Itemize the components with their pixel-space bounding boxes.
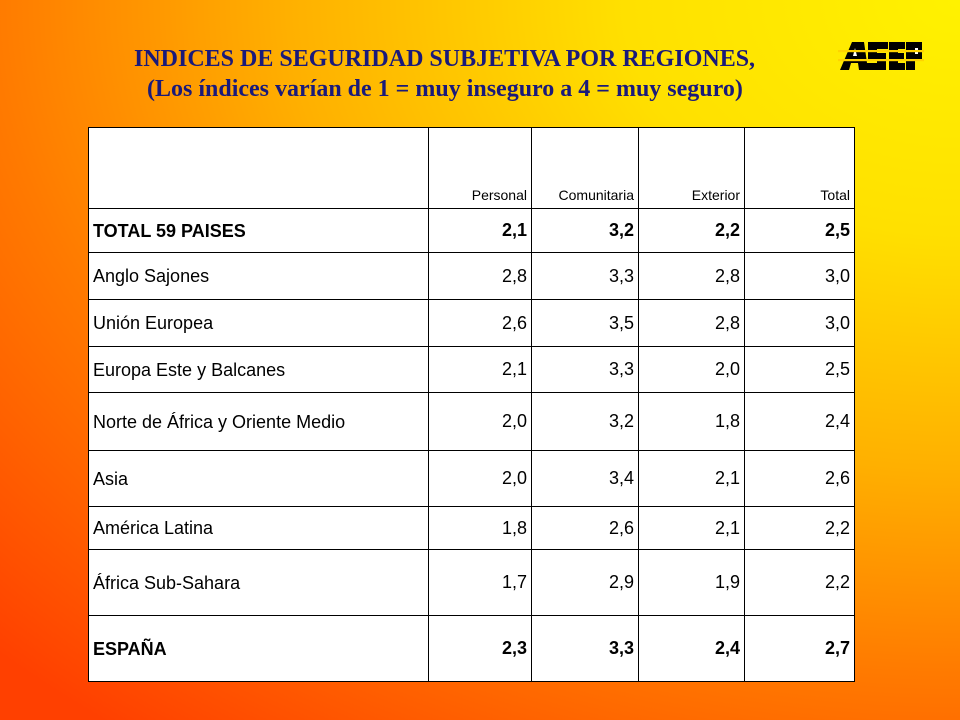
table-cell: 2,2 <box>638 208 745 253</box>
table-cell: 2,1 <box>428 346 532 393</box>
table-row: Unión Europea 2,6 3,5 2,8 3,0 <box>88 299 855 347</box>
table-cell: 1,7 <box>428 549 532 616</box>
table-cell: 1,8 <box>638 392 745 451</box>
table-cell: 2,4 <box>638 615 745 682</box>
row-label: América Latina <box>88 506 429 550</box>
table-cell: 2,5 <box>744 346 855 393</box>
row-label: Anglo Sajones <box>88 252 429 300</box>
header-cell: Exterior <box>638 127 745 209</box>
table-row: América Latina 1,8 2,6 2,1 2,2 <box>88 506 855 550</box>
header-cell: Personal <box>428 127 532 209</box>
table-cell: 1,8 <box>428 506 532 550</box>
table-cell: 1,9 <box>638 549 745 616</box>
table-cell: 2,2 <box>744 506 855 550</box>
table-row: Europa Este y Balcanes 2,1 3,3 2,0 2,5 <box>88 346 855 393</box>
title-line-2: (Los índices varían de 1 = muy inseguro … <box>147 76 743 102</box>
table-row: ESPAÑA 2,3 3,3 2,4 2,7 <box>88 615 855 682</box>
row-label: Unión Europea <box>88 299 429 347</box>
table-cell: 2,5 <box>744 208 855 253</box>
row-label: TOTAL 59 PAISES <box>88 208 429 253</box>
table-cell: 2,0 <box>638 346 745 393</box>
table-cell: 2,0 <box>428 450 532 507</box>
table-cell: 3,2 <box>531 208 639 253</box>
table-cell: 3,3 <box>531 615 639 682</box>
row-label: Norte de África y Oriente Medio <box>88 392 429 451</box>
table-cell: 2,9 <box>531 549 639 616</box>
table-cell: 2,1 <box>428 208 532 253</box>
asep-logo <box>838 42 924 70</box>
table-cell: 2,6 <box>531 506 639 550</box>
table-cell: 2,4 <box>744 392 855 451</box>
table-cell: 3,5 <box>531 299 639 347</box>
table-cell: 2,8 <box>638 252 745 300</box>
table-cell: 2,8 <box>428 252 532 300</box>
security-index-table: Personal Comunitaria Exterior Total TOTA… <box>88 127 855 682</box>
table-cell: 3,2 <box>531 392 639 451</box>
table-cell: 2,6 <box>744 450 855 507</box>
title-line-1: INDICES DE SEGURIDAD SUBJETIVA POR REGIO… <box>134 46 756 72</box>
header-cell: Comunitaria <box>531 127 639 209</box>
table-cell: 2,0 <box>428 392 532 451</box>
table-row: Anglo Sajones 2,8 3,3 2,8 3,0 <box>88 252 855 300</box>
table-cell: 3,3 <box>531 346 639 393</box>
table-cell: 3,0 <box>744 299 855 347</box>
header-cell <box>88 127 429 209</box>
table-cell: 2,8 <box>638 299 745 347</box>
table-cell: 3,4 <box>531 450 639 507</box>
table-cell: 2,1 <box>638 450 745 507</box>
table-row: África Sub-Sahara 1,7 2,9 1,9 2,2 <box>88 549 855 616</box>
table-cell: 2,2 <box>744 549 855 616</box>
table-cell: 3,3 <box>531 252 639 300</box>
row-label: Asia <box>88 450 429 507</box>
table-cell: 2,6 <box>428 299 532 347</box>
table-cell: 3,0 <box>744 252 855 300</box>
table-cell: 2,1 <box>638 506 745 550</box>
row-label: África Sub-Sahara <box>88 549 429 616</box>
row-label: ESPAÑA <box>88 615 429 682</box>
table-header-row: Personal Comunitaria Exterior Total <box>88 127 855 209</box>
table-row: Norte de África y Oriente Medio 2,0 3,2 … <box>88 392 855 451</box>
table-cell: 2,7 <box>744 615 855 682</box>
table-row: Asia 2,0 3,4 2,1 2,6 <box>88 450 855 507</box>
table-row: TOTAL 59 PAISES 2,1 3,2 2,2 2,5 <box>88 208 855 253</box>
row-label: Europa Este y Balcanes <box>88 346 429 393</box>
header-cell: Total <box>744 127 855 209</box>
table-cell: 2,3 <box>428 615 532 682</box>
